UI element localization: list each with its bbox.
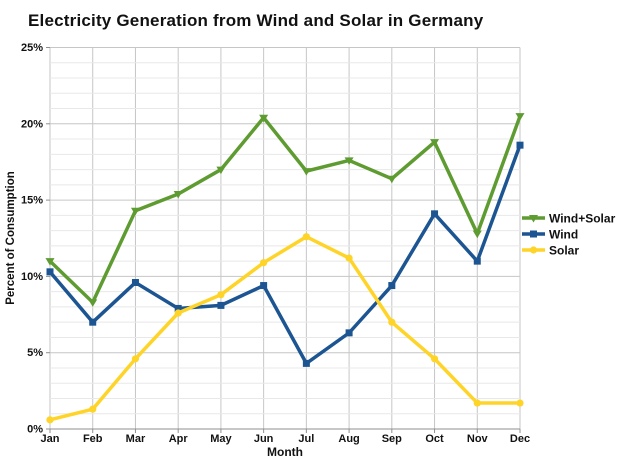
data-point-solar (302, 233, 310, 241)
legend-item-wind: Wind (522, 228, 578, 242)
data-point-wind (431, 210, 439, 218)
data-point-wind-solar (430, 139, 440, 147)
data-point-wind-solar (216, 166, 226, 175)
x-tick-label: Jun (254, 433, 274, 445)
legend-label-wind-solar: Wind+Solar (549, 212, 616, 226)
x-tick-label: May (210, 433, 232, 445)
data-point-wind (89, 318, 97, 326)
x-axis-title: Month (267, 445, 303, 459)
axis-labels: Jan Feb Mar Apr May Jun Jul Aug Sep Oct Nov Dec 0% 5%… (21, 42, 530, 445)
data-point-wind-solar (301, 168, 311, 176)
y-tick-label: 5% (27, 347, 43, 359)
legend-label-wind: Wind (549, 228, 578, 242)
x-tick-label: Feb (83, 433, 103, 445)
series-line-solar (49, 234, 520, 422)
data-series (45, 113, 525, 424)
legend-marker-solar (529, 246, 538, 254)
x-tick-label: Jul (298, 433, 314, 445)
data-point-wind-solar (259, 114, 269, 123)
data-point-wind (217, 301, 225, 309)
legend-item-wind-solar: Wind+Solar (522, 212, 616, 226)
x-tick-label: Apr (169, 433, 189, 445)
legend-label-solar: Solar (549, 244, 579, 258)
data-point-wind-solar (45, 258, 55, 266)
x-tick-label: Oct (425, 433, 444, 445)
x-tick-label: Aug (338, 433, 359, 445)
data-point-solar (131, 355, 140, 363)
data-point-wind (473, 257, 481, 265)
data-point-wind (388, 282, 396, 290)
series-line-wind-solar (48, 114, 522, 306)
data-point-solar (46, 416, 54, 424)
data-point-solar (473, 399, 481, 407)
legend-item-solar: Solar (522, 244, 579, 258)
data-point-wind (174, 304, 182, 312)
y-tick-label: 25% (21, 42, 43, 54)
data-point-wind-solar (88, 299, 98, 307)
data-point-wind (302, 359, 310, 367)
data-point-solar (516, 399, 524, 407)
data-point-wind-solar (515, 113, 525, 121)
data-point-wind (345, 329, 353, 337)
data-point-solar (89, 405, 97, 413)
axis-ticks (46, 47, 521, 433)
data-point-solar (388, 318, 396, 326)
x-tick-label: Nov (467, 433, 489, 445)
y-tick-label: 15% (21, 195, 43, 207)
legend-marker-wind-solar (529, 215, 538, 223)
y-axis-title: Percent of Consumption (5, 171, 17, 305)
data-point-solar (345, 254, 353, 262)
x-tick-label: Dec (510, 433, 530, 445)
data-point-solar (217, 291, 225, 299)
y-tick-label: 10% (21, 271, 43, 283)
data-point-wind-solar (472, 230, 482, 239)
data-point-solar (260, 259, 268, 267)
series-line-wind (48, 144, 522, 366)
y-tick-label: 20% (21, 118, 43, 130)
data-point-wind (260, 282, 268, 290)
x-tick-label: Sep (382, 433, 402, 445)
legend-marker-wind (530, 230, 537, 238)
data-point-wind-solar (173, 190, 183, 199)
data-point-solar (430, 355, 439, 363)
data-point-wind (131, 279, 139, 287)
data-point-wind (516, 141, 524, 149)
data-point-solar (174, 309, 182, 317)
data-point-wind-solar (387, 175, 397, 184)
data-point-wind (46, 268, 54, 276)
legend: Wind+Solar Wind Solar (522, 212, 616, 258)
y-tick-label: 0% (27, 424, 43, 436)
x-tick-label: Mar (126, 433, 146, 445)
data-point-wind-solar (344, 157, 354, 165)
data-point-wind-solar (130, 207, 140, 216)
chart-title: Electricity Generation from Wind and Sol… (28, 11, 484, 30)
x-tick-label: Jan (41, 433, 60, 445)
gridlines (49, 47, 521, 430)
